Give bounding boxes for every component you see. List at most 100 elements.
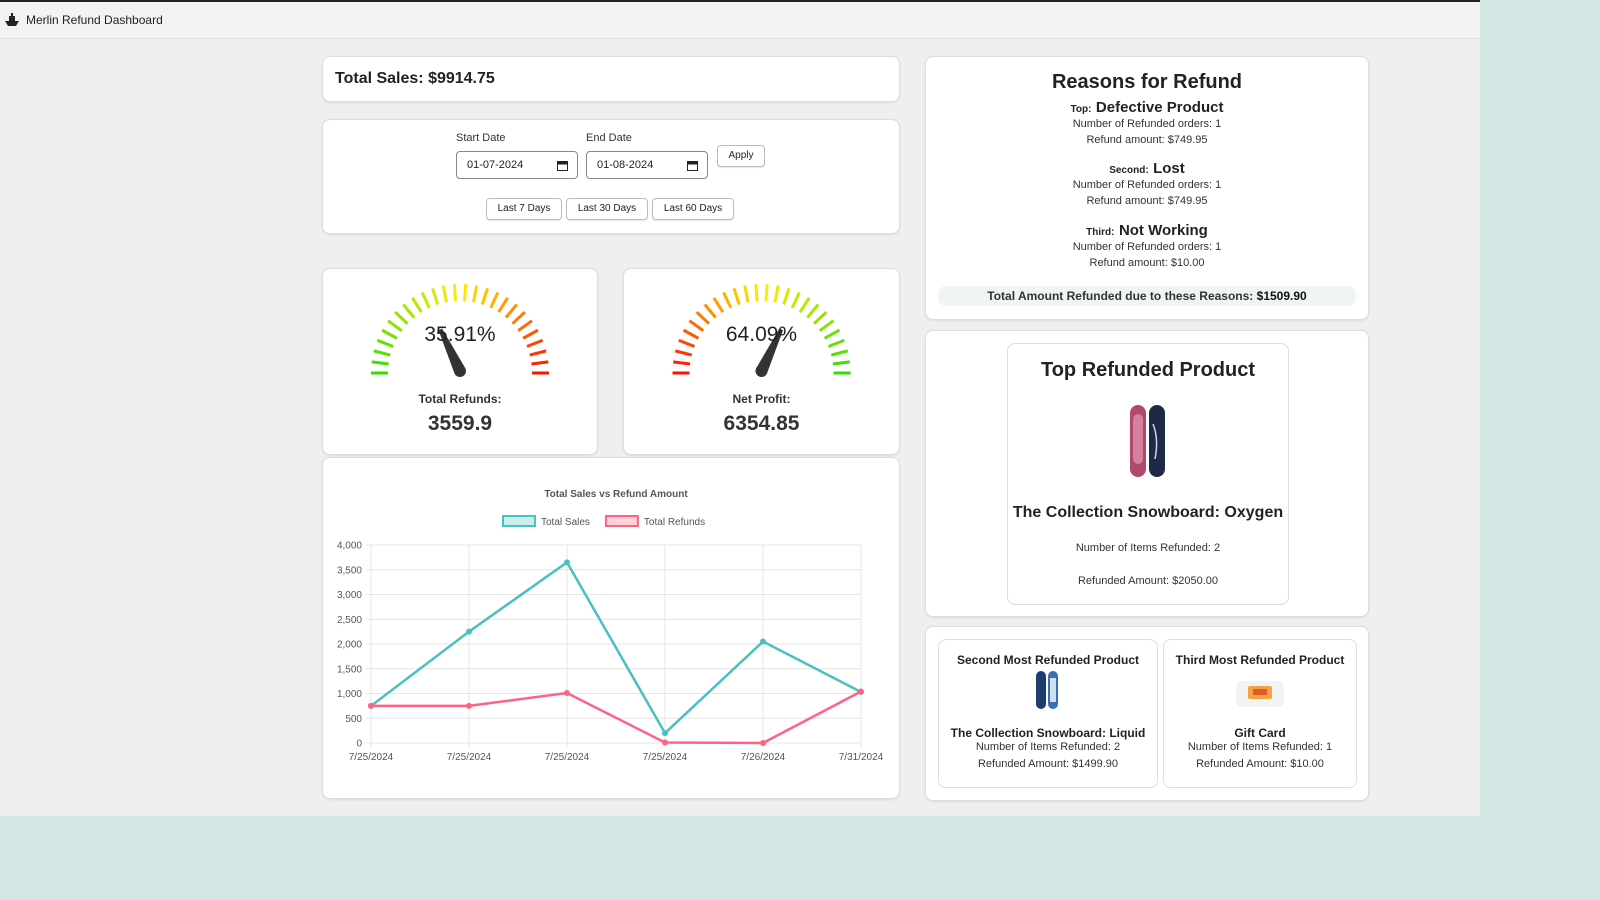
data-point	[466, 628, 472, 635]
gauge-value: 64.09%	[726, 323, 797, 346]
gauge-amount: 3559.9	[428, 412, 492, 435]
product-image	[1036, 671, 1058, 709]
gauge-tick	[522, 328, 539, 340]
start-date-input[interactable]: 01-07-2024	[456, 151, 578, 179]
y-tick-label: 3,500	[337, 565, 362, 576]
reasons-total-value: $1509.90	[1256, 289, 1307, 303]
gauge: 35.91% Total Refunds: 3559.9	[371, 284, 549, 435]
apply-button[interactable]: Apply	[717, 145, 765, 167]
app-title: Merlin Refund Dashboard	[26, 13, 163, 27]
gauge-tick	[712, 297, 725, 314]
end-date-value: 01-08-2024	[597, 159, 654, 171]
gauge-tick	[703, 303, 717, 319]
preset-button[interactable]: Last 60 Days	[652, 198, 734, 220]
gauge-tick	[497, 297, 509, 314]
y-tick-label: 2,500	[337, 615, 362, 626]
gauge-tick	[373, 349, 391, 357]
gauge-tick	[688, 319, 705, 332]
top-product-card: Top Refunded Product The Collection Snow…	[925, 330, 1369, 617]
total-sales: Total Sales: $9914.75	[335, 70, 495, 87]
gauge-tick	[531, 360, 549, 366]
end-date-input[interactable]: 01-08-2024	[586, 151, 708, 179]
gauge-tick	[764, 284, 769, 302]
gauge-tick	[431, 287, 440, 305]
data-point	[760, 740, 766, 746]
reason-rank: Third:	[1086, 227, 1115, 238]
calendar-icon	[687, 161, 698, 171]
data-point	[662, 730, 668, 737]
gauge-tick	[511, 310, 526, 325]
gauge-tick	[452, 284, 457, 302]
gauge-tick	[371, 360, 389, 366]
gauge-tick	[387, 319, 403, 332]
gauge-tick	[381, 328, 398, 340]
data-point	[662, 739, 668, 746]
y-tick-label: 0	[356, 739, 362, 750]
y-tick-label: 500	[345, 714, 362, 725]
gauge-card: 64.09% Net Profit: 6354.85	[623, 268, 900, 455]
product-items: Number of Items Refunded: 1	[1187, 741, 1333, 753]
gauge-tick	[798, 297, 811, 314]
gauge-tick	[420, 291, 431, 309]
gauge-tick	[695, 310, 711, 325]
other-products-card: Second Most Refunded Product The Collect…	[925, 626, 1369, 801]
chart-card: Total Sales vs Refund Amount Total Sales T…	[322, 457, 900, 799]
gauge-tick	[673, 360, 691, 366]
data-point	[368, 702, 374, 709]
data-point	[564, 690, 570, 697]
gauge-tick	[489, 291, 500, 309]
start-date-label: Start Date	[456, 132, 506, 144]
gauge-tick	[441, 285, 448, 303]
preset-button[interactable]: Last 7 Days	[486, 198, 562, 220]
app: Merlin Refund Dashboard Total Sales: $99…	[0, 0, 1480, 816]
product-items: Number of Items Refunded: 2	[975, 741, 1121, 753]
legend-label: Total Refunds	[644, 517, 705, 528]
y-tick-label: 1,500	[337, 664, 362, 675]
reason-heading: Second: Lost	[926, 160, 1368, 178]
gauge-tick	[830, 349, 849, 357]
x-tick-label: 7/26/2024	[741, 752, 786, 763]
reason-rank: Second:	[1109, 165, 1149, 176]
gauge-tick	[463, 284, 468, 302]
gauge-tick	[526, 338, 544, 348]
header: Merlin Refund Dashboard	[0, 2, 1480, 39]
gauge-label: Total Refunds:	[418, 392, 501, 406]
data-point	[858, 688, 864, 695]
gauge-tick	[394, 310, 409, 325]
gauge: 64.09% Net Profit: 6354.85	[672, 284, 851, 435]
chart: Total Sales vs Refund Amount Total Sales T…	[337, 489, 884, 763]
gauge-tick	[823, 328, 841, 340]
gauge-amount: 6354.85	[724, 412, 800, 435]
reason-amount: Refund amount: $749.95	[1086, 195, 1208, 207]
gauge-tick	[782, 287, 791, 305]
top-border	[0, 0, 1480, 2]
top-product-title: Top Refunded Product	[1040, 359, 1256, 381]
product-amount: Refunded Amount: $10.00	[1196, 758, 1324, 770]
product-amount: Refunded Amount: $1499.90	[977, 758, 1119, 770]
gauge-tick	[376, 338, 394, 348]
y-tick-label: 3,000	[337, 590, 362, 601]
gauge-tick	[678, 338, 696, 348]
y-tick-label: 1,000	[337, 689, 362, 700]
series-line	[371, 690, 862, 745]
data-point	[760, 638, 766, 645]
gauge-tick	[818, 319, 835, 332]
gauge-tick	[832, 360, 850, 366]
gauge-tick	[790, 291, 801, 309]
chart-title: Total Sales vs Refund Amount	[544, 489, 688, 500]
x-tick-label: 7/25/2024	[545, 752, 590, 763]
gauge-tick	[504, 303, 518, 319]
gauge-tick	[402, 303, 416, 319]
reason-name: Defective Product	[1095, 99, 1224, 116]
gauge-tick	[732, 287, 741, 305]
gauge-needle	[755, 328, 784, 377]
reasons-total: Total Amount Refunded due to these Reaso…	[938, 286, 1356, 306]
data-point	[564, 559, 570, 566]
legend-swatch	[604, 515, 639, 527]
reason-name: Not Working	[1118, 222, 1208, 239]
gauge-tick	[480, 287, 489, 305]
gauge-label: Net Profit:	[733, 392, 791, 406]
top-product-amount: Refunded Amount: $2050.00	[1077, 575, 1219, 587]
preset-button[interactable]: Last 30 Days	[566, 198, 648, 220]
